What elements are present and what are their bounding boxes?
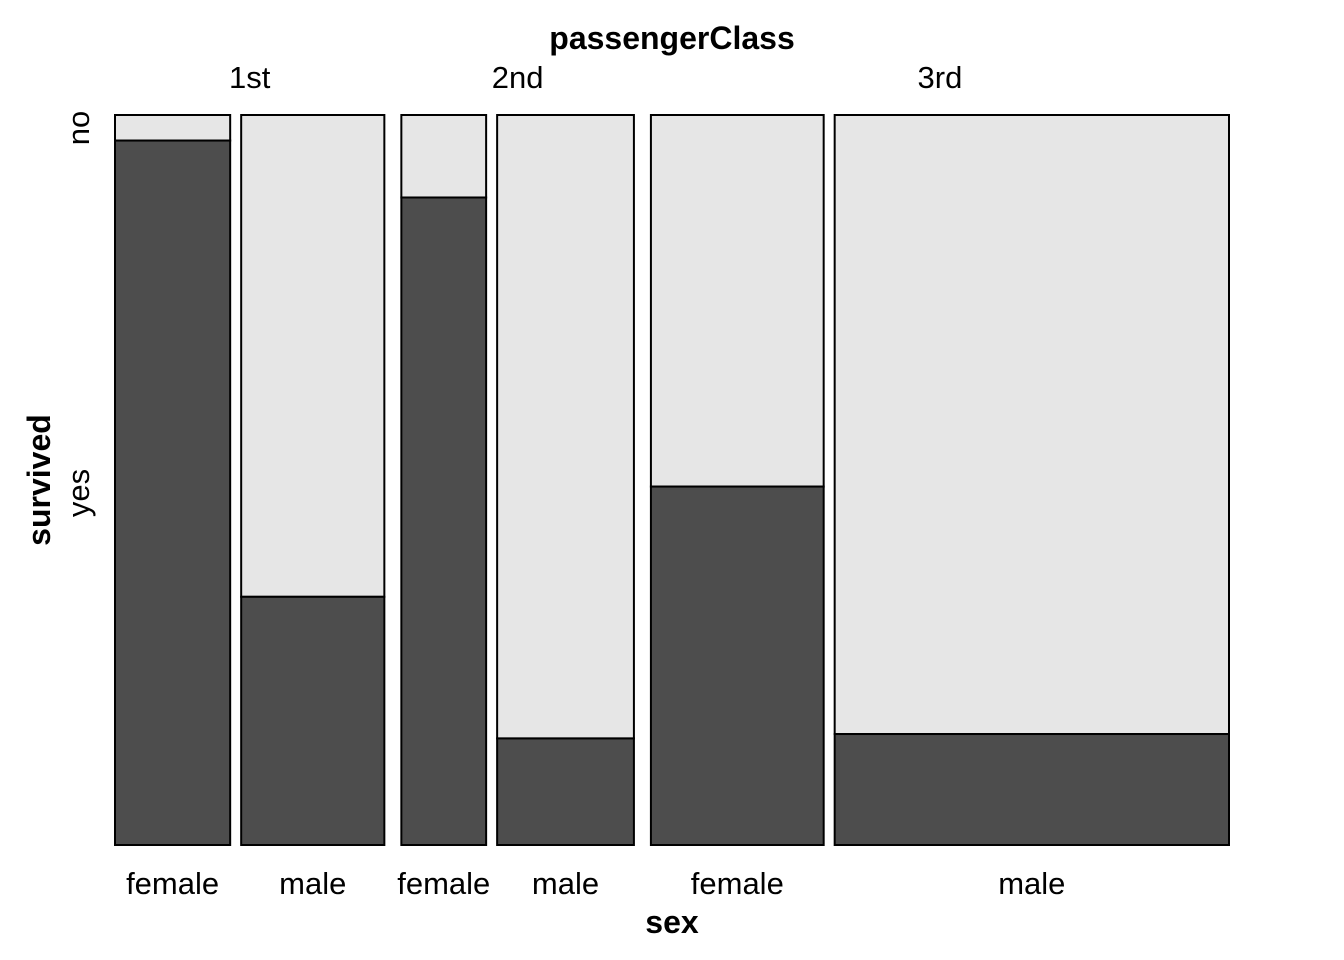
tile-3rd-male-survived-yes [833,733,1231,846]
top-axis-title: passengerClass [549,20,794,56]
class-label-3rd: 3rd [918,60,963,95]
class-label-2nd: 2nd [492,60,544,95]
tile-2nd-female-survived-no [400,114,488,199]
tile-1st-female-survived-no [114,114,232,142]
tile-3rd-female-survived-no [649,114,825,488]
mosaic-labels: female male 1st female male 2nd female male 3rd [126,60,1065,901]
left-axis-title: survived [21,414,57,546]
tile-1st-male-survived-yes [240,595,386,846]
sex-label-2nd-male: male [532,866,599,901]
tile-3rd-female-survived-yes [649,485,825,846]
tile-1st-male-survived-no [240,114,386,598]
survival-label-no: no [61,111,96,145]
sex-label-1st-male: male [279,866,346,901]
bottom-axis-title: sex [645,904,699,940]
sex-label-2nd-female: female [397,866,490,901]
tile-2nd-female-survived-yes [400,196,488,847]
sex-label-1st-female: female [126,866,219,901]
survival-label-yes: yes [61,469,96,517]
tile-3rd-male-survived-no [833,114,1231,736]
class-label-1st: 1st [229,60,271,95]
tile-2nd-male-survived-yes [496,737,635,846]
mosaic-tiles [114,114,1231,847]
sex-label-3rd-female: female [691,866,784,901]
sex-label-3rd-male: male [998,866,1065,901]
tile-2nd-male-survived-no [496,114,635,740]
tile-1st-female-survived-yes [114,139,232,847]
